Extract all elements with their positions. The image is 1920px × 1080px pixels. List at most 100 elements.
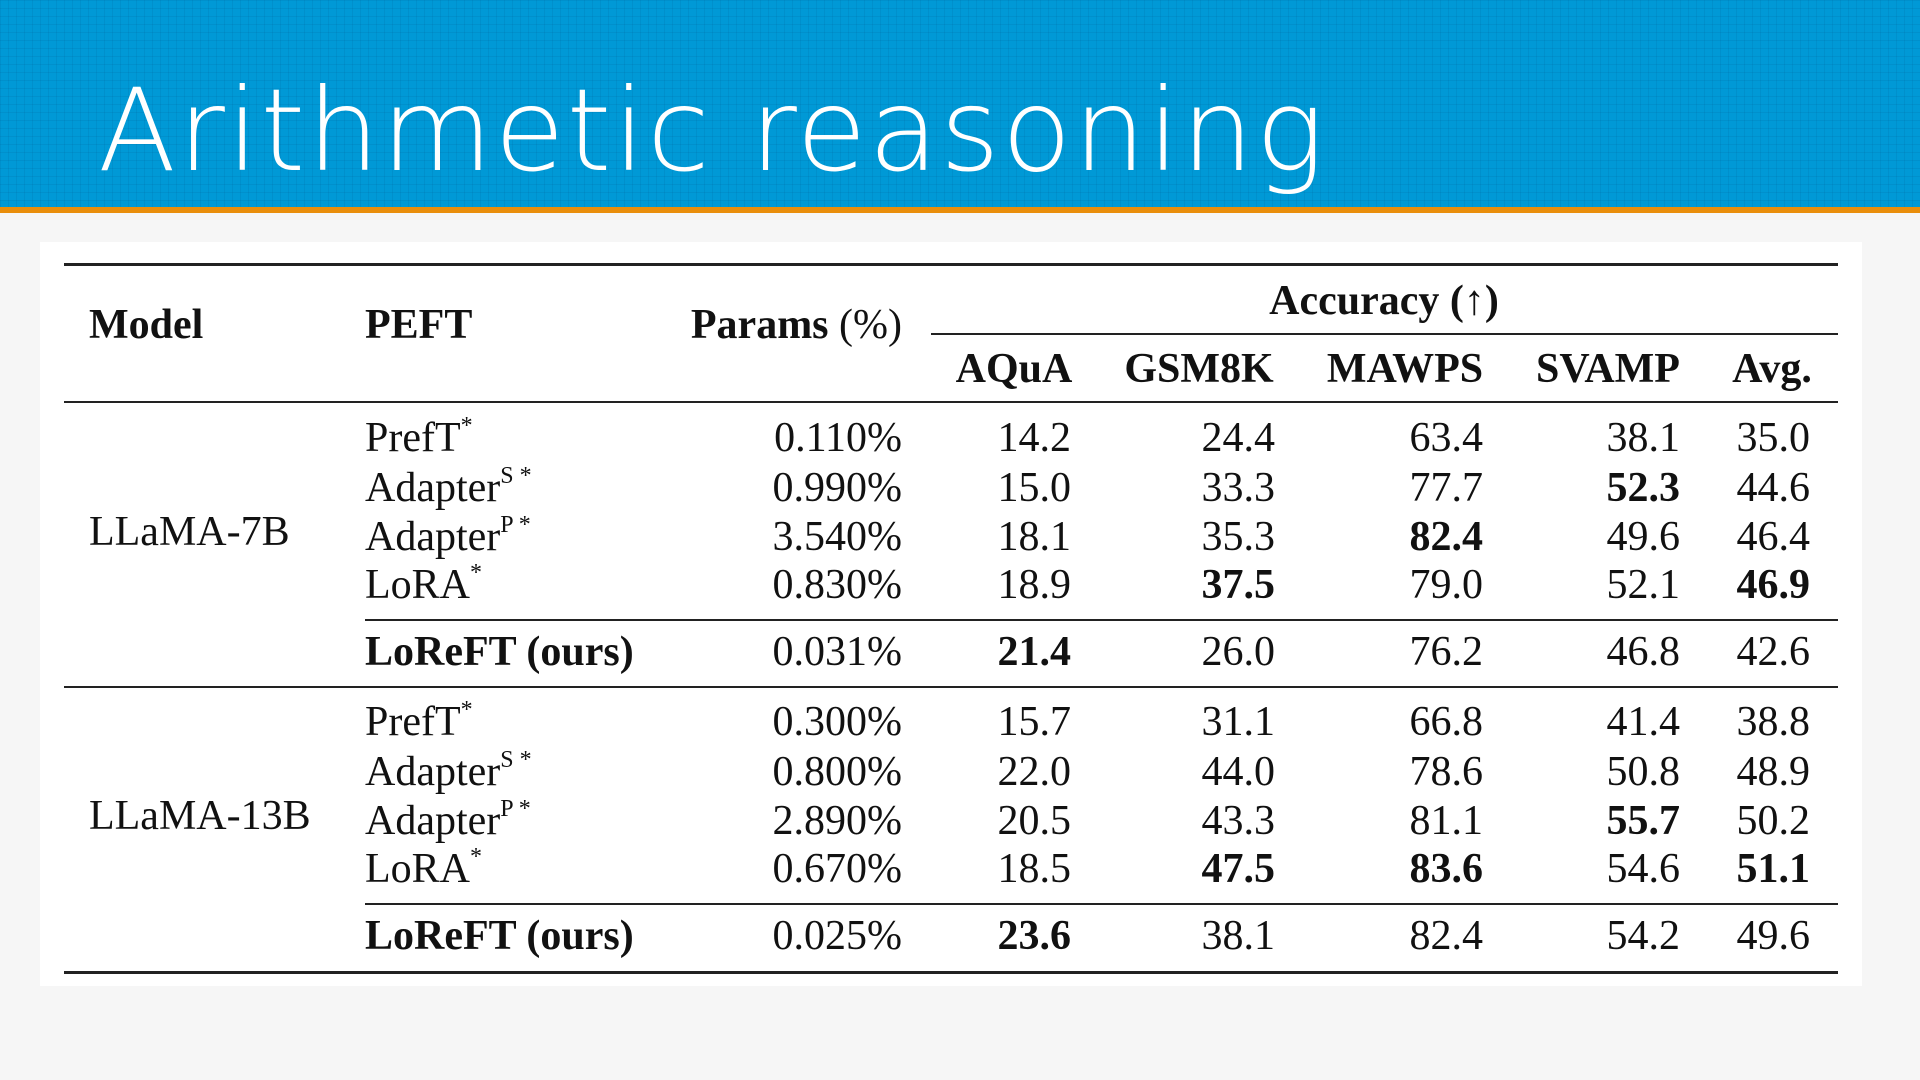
- params-value: 0.670%: [772, 846, 903, 892]
- peft-method: AdapterP *: [365, 513, 531, 560]
- accuracy-mawps: 78.6: [1409, 749, 1484, 795]
- accuracy-gsm8k: 35.3: [1201, 514, 1276, 560]
- accuracy-svamp: 52.1: [1606, 562, 1681, 608]
- accuracy-aqua: 18.9: [997, 562, 1072, 608]
- header-accuracy: Accuracy (↑): [1269, 278, 1499, 324]
- top-rule: [64, 263, 1838, 266]
- model-name: LLaMA-13B: [89, 793, 311, 839]
- slide-title: Arithmetic reasoning: [98, 64, 1327, 197]
- accuracy-avg: 42.6: [1736, 629, 1811, 675]
- accuracy-avg: 50.2: [1736, 798, 1811, 844]
- accuracy-svamp: 52.3: [1606, 465, 1681, 511]
- model-name: LLaMA-7B: [89, 509, 290, 555]
- header-gsm8k: GSM8K: [1124, 346, 1274, 392]
- accuracy-mawps: 82.4: [1409, 514, 1484, 560]
- params-value: 0.110%: [774, 415, 902, 461]
- peft-name: Adapter: [365, 749, 501, 795]
- peft-method: LoRA*: [365, 561, 482, 608]
- peft-name: Adapter: [365, 798, 501, 844]
- accuracy-gsm8k: 31.1: [1201, 699, 1276, 745]
- accuracy-svamp: 54.6: [1606, 846, 1681, 892]
- accuracy-svamp: 41.4: [1606, 699, 1681, 745]
- header-mawps: MAWPS: [1326, 346, 1484, 392]
- peft-name: Adapter: [365, 514, 501, 560]
- accuracy-svamp: 38.1: [1606, 415, 1681, 461]
- peft-superscript: S *: [500, 463, 532, 489]
- header-accent-line: [0, 207, 1920, 213]
- accuracy-mawps: 76.2: [1409, 629, 1484, 675]
- peft-method: AdapterS *: [365, 748, 532, 795]
- peft-superscript: *: [460, 697, 473, 723]
- peft-method: PrefT*: [365, 698, 473, 745]
- accuracy-aqua: 18.5: [997, 846, 1072, 892]
- header-aqua: AQuA: [955, 346, 1073, 392]
- table-panel: [40, 242, 1862, 986]
- peft-name: PrefT: [365, 415, 461, 461]
- accuracy-aqua: 22.0: [997, 749, 1072, 795]
- peft-name: PrefT: [365, 699, 461, 745]
- accuracy-avg: 35.0: [1736, 415, 1811, 461]
- params-value: 2.890%: [772, 798, 903, 844]
- header-peft: PEFT: [365, 302, 473, 348]
- slide-header: [0, 0, 1920, 207]
- accuracy-gsm8k: 26.0: [1201, 629, 1276, 675]
- accuracy-avg: 44.6: [1736, 465, 1811, 511]
- peft-method: AdapterP *: [365, 797, 531, 844]
- peft-superscript: P *: [500, 512, 531, 538]
- header-model: Model: [89, 302, 204, 348]
- accuracy-mawps: 83.6: [1409, 846, 1484, 892]
- params-value: 0.830%: [772, 562, 903, 608]
- peft-superscript: *: [470, 560, 482, 586]
- accuracy-mawps: 79.0: [1409, 562, 1484, 608]
- peft-superscript: *: [460, 413, 473, 439]
- header-params: Params (%): [690, 302, 902, 348]
- accuracy-avg: 49.6: [1736, 913, 1811, 959]
- accuracy-mawps: 66.8: [1409, 699, 1484, 745]
- accuracy-aqua: 18.1: [997, 514, 1072, 560]
- peft-method: LoRA*: [365, 845, 482, 892]
- group-rule: [64, 686, 1838, 688]
- peft-name: LoReFT (ours): [365, 629, 634, 675]
- params-value: 0.300%: [772, 699, 903, 745]
- peft-name: LoRA: [365, 562, 470, 608]
- accuracy-aqua: 15.7: [997, 699, 1072, 745]
- params-value: 0.800%: [772, 749, 903, 795]
- accuracy-gsm8k: 47.5: [1201, 846, 1276, 892]
- peft-method: LoReFT (ours): [365, 915, 634, 957]
- accuracy-mawps: 63.4: [1409, 415, 1484, 461]
- params-value: 0.031%: [772, 629, 903, 675]
- accuracy-aqua: 15.0: [997, 465, 1072, 511]
- peft-method: LoReFT (ours): [365, 631, 634, 673]
- peft-name: Adapter: [365, 465, 501, 511]
- accuracy-aqua: 23.6: [997, 913, 1072, 959]
- accuracy-gsm8k: 38.1: [1201, 913, 1276, 959]
- accuracy-aqua: 20.5: [997, 798, 1072, 844]
- bottom-rule: [64, 971, 1838, 974]
- accuracy-svamp: 49.6: [1606, 514, 1681, 560]
- peft-name: LoReFT (ours): [365, 913, 634, 959]
- accuracy-mawps: 82.4: [1409, 913, 1484, 959]
- header-rule: [64, 401, 1838, 403]
- params-value: 0.025%: [772, 913, 903, 959]
- accuracy-avg: 46.9: [1736, 562, 1811, 608]
- peft-name: LoRA: [365, 846, 470, 892]
- ours-rule: [365, 619, 1838, 621]
- params-value: 0.990%: [772, 465, 903, 511]
- ours-rule: [365, 903, 1838, 905]
- params-value: 3.540%: [772, 514, 903, 560]
- accuracy-aqua: 14.2: [997, 415, 1072, 461]
- accuracy-gsm8k: 37.5: [1201, 562, 1276, 608]
- header-svamp: SVAMP: [1536, 346, 1680, 392]
- accuracy-aqua: 21.4: [997, 629, 1072, 675]
- peft-method: AdapterS *: [365, 464, 532, 511]
- accuracy-avg: 46.4: [1736, 514, 1811, 560]
- accuracy-avg: 48.9: [1736, 749, 1811, 795]
- accuracy-gsm8k: 24.4: [1201, 415, 1276, 461]
- peft-superscript: *: [470, 844, 482, 870]
- accuracy-svamp: 55.7: [1606, 798, 1681, 844]
- accuracy-gsm8k: 43.3: [1201, 798, 1276, 844]
- peft-superscript: P *: [500, 796, 531, 822]
- peft-superscript: S *: [500, 747, 532, 773]
- accuracy-svamp: 46.8: [1606, 629, 1681, 675]
- accuracy-gsm8k: 44.0: [1201, 749, 1276, 795]
